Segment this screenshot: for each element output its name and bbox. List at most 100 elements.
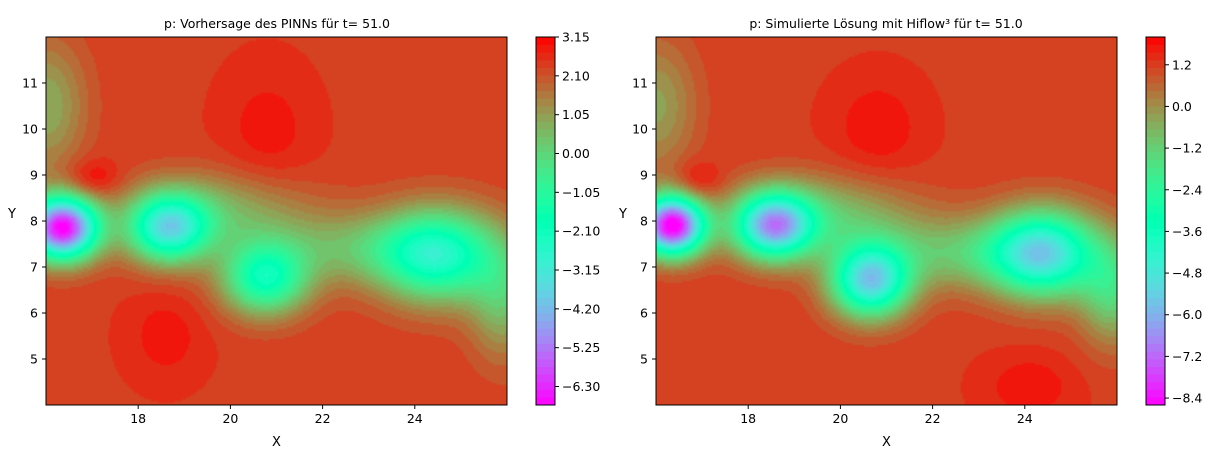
colorbar-band bbox=[1146, 282, 1165, 291]
colorbar-band bbox=[1146, 389, 1165, 398]
colorbar-band bbox=[1146, 243, 1165, 252]
colorbar-band bbox=[1146, 59, 1165, 68]
colorbar-band bbox=[1146, 351, 1165, 360]
colorbar-band bbox=[536, 297, 555, 306]
colorbar-tick-label: −8.4 bbox=[1172, 391, 1202, 406]
colorbar-tick-label: −5.25 bbox=[562, 340, 600, 355]
y-tick-label: 8 bbox=[640, 214, 648, 229]
chart-left-y-ticks: 5 6 7 8 9 10 11 bbox=[22, 76, 46, 367]
chart-right-ylabel: Y bbox=[618, 207, 627, 222]
colorbar-band bbox=[536, 205, 555, 214]
y-tick-label: 6 bbox=[640, 306, 648, 321]
colorbar-band bbox=[536, 320, 555, 329]
colorbar-tick-label: −2.4 bbox=[1172, 182, 1202, 197]
colorbar-band bbox=[536, 128, 555, 137]
colorbar-band bbox=[1146, 343, 1165, 352]
colorbar-band bbox=[1146, 251, 1165, 260]
colorbar-band bbox=[536, 67, 555, 76]
colorbar-band bbox=[536, 251, 555, 260]
colorbar-tick-label: 2.10 bbox=[562, 68, 590, 83]
chart-left-x-ticks: 18 20 22 24 bbox=[130, 405, 423, 426]
colorbar-band bbox=[536, 220, 555, 229]
colorbar-band bbox=[1146, 297, 1165, 306]
colorbar-band bbox=[536, 75, 555, 84]
chart-right-field bbox=[656, 37, 1117, 405]
colorbar-band bbox=[1146, 190, 1165, 199]
colorbar-band bbox=[1146, 67, 1165, 76]
colorbar-band bbox=[1146, 128, 1165, 137]
colorbar-tick-label: −7.2 bbox=[1172, 349, 1202, 364]
colorbar-band bbox=[1146, 358, 1165, 367]
colorbar-band bbox=[536, 121, 555, 130]
x-tick-label: 20 bbox=[222, 411, 238, 426]
colorbar-tick-label: 0.00 bbox=[562, 146, 590, 161]
colorbar-band bbox=[1146, 289, 1165, 298]
colorbar-band bbox=[536, 213, 555, 222]
x-tick-label: 22 bbox=[315, 411, 331, 426]
colorbar-band bbox=[536, 136, 555, 145]
colorbar-band bbox=[1146, 274, 1165, 283]
chart-right-colorbar: 1.2 0.0 −1.2 −2.4 −3.6 −4.8 −6.0 −7.2 −8.4 bbox=[1145, 36, 1202, 406]
colorbar-band bbox=[1146, 236, 1165, 245]
chart-right: p: Simulierte Lösung mit Hiflow³ für t= … bbox=[618, 16, 1202, 450]
colorbar-band bbox=[536, 151, 555, 160]
colorbar-band bbox=[536, 113, 555, 122]
colorbar-tick-label: −1.05 bbox=[562, 185, 600, 200]
chart-left: p: Vorhersage des PINNs für t= 51.0 18 20… bbox=[7, 16, 600, 450]
colorbar-band bbox=[1146, 90, 1165, 99]
pressure-field-image bbox=[46, 37, 507, 405]
colorbar-band bbox=[536, 174, 555, 183]
colorbar-band bbox=[1146, 151, 1165, 160]
colorbar-band bbox=[536, 351, 555, 360]
colorbar-band bbox=[1146, 374, 1165, 383]
colorbar-band bbox=[536, 167, 555, 176]
chart-left-colorbar: 3.15 2.10 1.05 0.00 −1.05 −2.10 −3.15 −4.20 −5.2… bbox=[535, 30, 600, 406]
colorbar-band bbox=[1146, 44, 1165, 53]
colorbar-band bbox=[1146, 36, 1165, 45]
colorbar-tick-label: −2.10 bbox=[562, 224, 600, 239]
colorbar-band bbox=[536, 197, 555, 206]
y-tick-label: 9 bbox=[30, 168, 38, 183]
colorbar-tick-label: −6.30 bbox=[562, 379, 600, 394]
colorbar-band bbox=[536, 144, 555, 153]
colorbar-tick-label: −6.0 bbox=[1172, 307, 1202, 322]
colorbar-band bbox=[1146, 312, 1165, 321]
colorbar-tick-label: −3.6 bbox=[1172, 224, 1202, 239]
colorbar-band bbox=[536, 98, 555, 107]
x-tick-label: 22 bbox=[925, 411, 941, 426]
colorbar-band bbox=[536, 282, 555, 291]
chart-right-y-ticks: 5 6 7 8 9 10 11 bbox=[632, 76, 656, 367]
colorbar-band bbox=[536, 190, 555, 199]
colorbar-band bbox=[1146, 366, 1165, 375]
x-tick-label: 24 bbox=[407, 411, 423, 426]
colorbar-tick-label: 0.0 bbox=[1172, 99, 1192, 114]
colorbar-band bbox=[1146, 121, 1165, 130]
colorbar-band bbox=[536, 243, 555, 252]
colorbar-band bbox=[536, 266, 555, 275]
chart-left-title: p: Vorhersage des PINNs für t= 51.0 bbox=[164, 16, 390, 31]
y-tick-label: 10 bbox=[632, 122, 648, 137]
colorbar-tick-label: −3.15 bbox=[562, 263, 600, 278]
colorbar-band bbox=[536, 59, 555, 68]
colorbar-band bbox=[536, 228, 555, 237]
x-tick-label: 18 bbox=[740, 411, 756, 426]
colorbar-band bbox=[536, 366, 555, 375]
y-tick-label: 5 bbox=[640, 352, 648, 367]
colorbar-band bbox=[536, 259, 555, 268]
colorbar-band bbox=[1146, 174, 1165, 183]
colorbar-band bbox=[536, 36, 555, 45]
colorbar-band bbox=[536, 274, 555, 283]
colorbar-band bbox=[536, 90, 555, 99]
colorbar-band bbox=[1146, 205, 1165, 214]
colorbar-band bbox=[1146, 381, 1165, 390]
chart-left-xlabel: X bbox=[272, 435, 281, 450]
colorbar-band bbox=[536, 397, 555, 406]
pressure-field-image bbox=[656, 37, 1117, 405]
colorbar-tick-label: −4.20 bbox=[562, 301, 600, 316]
x-tick-label: 18 bbox=[130, 411, 146, 426]
colorbar-band bbox=[1146, 105, 1165, 114]
y-tick-label: 11 bbox=[22, 76, 38, 91]
colorbar-band bbox=[1146, 305, 1165, 314]
x-tick-label: 20 bbox=[832, 411, 848, 426]
